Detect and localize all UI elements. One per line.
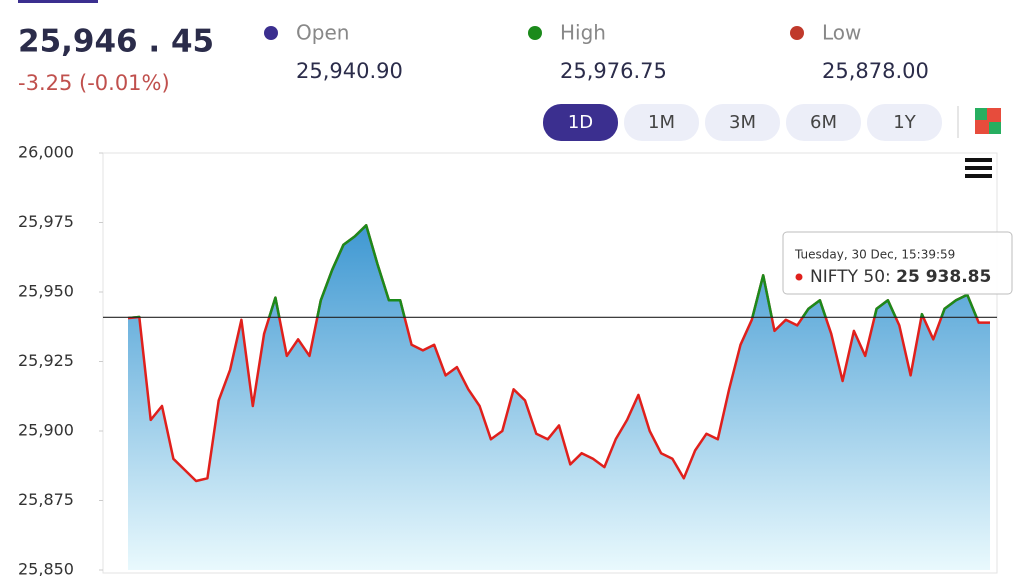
plot-frame [102,152,998,574]
stat-label: Open [296,21,349,45]
price-change: -3.25 (-0.01%) [18,71,170,95]
stat-dot [264,26,278,40]
range-label[interactable]: 1Y [893,112,916,133]
tooltip-value: 25 938.85 [896,267,991,287]
range-label[interactable]: 1D [568,112,593,133]
price: 25,946 . 45 [18,24,214,60]
y-tick-label: 25,900 [18,421,74,440]
tab-underline [18,0,98,3]
tooltip-box [782,231,1013,295]
tooltip-series: NIFTY 50: [810,267,896,287]
stat-value: 25,878.00 [822,59,929,83]
y-tick-label: 25,875 [18,490,74,509]
range-button[interactable] [705,104,780,141]
y-tick-label: 26,000 [18,143,74,162]
y-tick-label: 25,925 [18,351,74,370]
chart-type-icon[interactable] [957,106,1001,138]
tooltip-date: Tuesday, 30 Dec, 15:39:59 [794,248,955,262]
stat-dot [790,26,804,40]
line-above [127,224,978,318]
stat-label: High [560,21,606,45]
stat-label: Low [822,21,861,45]
stat-value: 25,940.90 [296,59,403,83]
y-tick-label: 25,950 [18,282,74,301]
range-button[interactable] [543,104,618,141]
range-label[interactable]: 3M [729,112,756,133]
area [128,225,990,571]
stat-value: 25,976.75 [560,59,667,83]
range-button[interactable] [786,104,861,141]
range-label[interactable]: 6M [810,112,837,133]
range-button[interactable] [624,104,699,141]
y-tick-label: 25,850 [18,560,74,576]
hamburger[interactable] [965,158,992,178]
y-tick-label: 25,975 [18,212,74,231]
range-label[interactable]: 1M [648,112,675,133]
stat-dot [528,26,542,40]
range-button[interactable] [867,104,942,141]
tooltip-dot [795,273,803,281]
tooltip-text: NIFTY 50: 25 938.85 [810,267,991,287]
